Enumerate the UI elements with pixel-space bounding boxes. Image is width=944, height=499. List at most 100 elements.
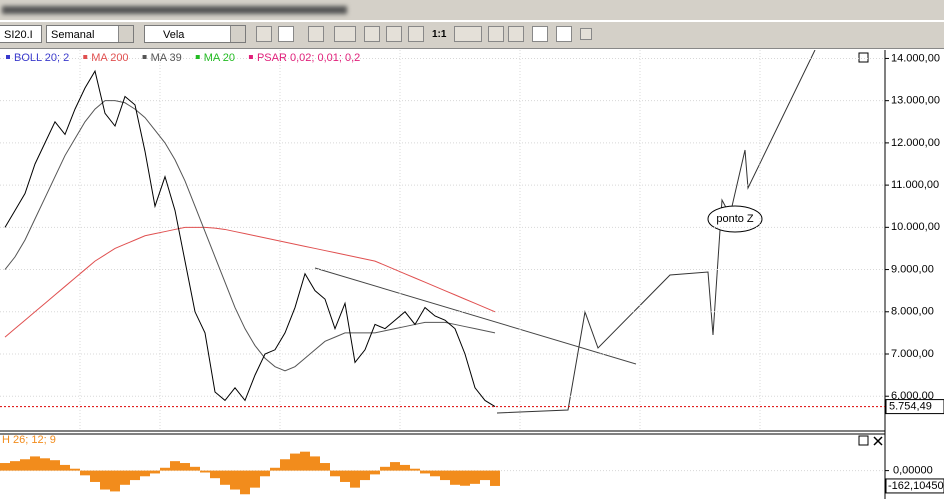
- value-label: -162,10450: [888, 480, 944, 492]
- histogram-bar: [420, 470, 430, 474]
- info-button[interactable]: [364, 26, 380, 42]
- chart: ponto Z 14.000,00 13.000,00 12.000,00 11.00…: [0, 50, 944, 499]
- histogram-bar: [360, 470, 370, 481]
- histogram-bar: [300, 451, 310, 471]
- legend-entry[interactable]: BOLL 20; 2: [14, 52, 69, 64]
- histogram-bar: [150, 470, 160, 474]
- symbol-field[interactable]: SI20.I: [0, 25, 42, 43]
- close-button[interactable]: [873, 436, 883, 446]
- legend-swatch: [6, 55, 10, 59]
- y-tick-label: 0,00000: [893, 465, 933, 477]
- histogram-bar: [270, 467, 280, 471]
- value-label-box: [885, 478, 944, 494]
- histogram-bar: [170, 461, 180, 471]
- indicator-button[interactable]: [334, 26, 356, 42]
- histogram-bar: [400, 464, 410, 471]
- period-select[interactable]: Semanal: [46, 25, 134, 43]
- grid-button[interactable]: [308, 26, 324, 42]
- histogram-bar: [200, 470, 210, 473]
- eraser-button[interactable]: [488, 26, 504, 42]
- histogram-bar: [120, 470, 130, 485]
- trend-line: [314, 267, 637, 365]
- histogram-bar: [10, 461, 20, 471]
- zoom-in-button[interactable]: [408, 26, 424, 42]
- period: Semanal: [51, 29, 95, 41]
- magnet-button[interactable]: [556, 26, 572, 42]
- user-drawing: [496, 50, 816, 414]
- histogram-bar: [260, 470, 270, 477]
- legend-swatch: [142, 55, 147, 59]
- y-tick-label: 13.000,00: [891, 95, 940, 107]
- y-tick-label: 11.000,00: [891, 179, 939, 191]
- y-tick-label: 14.000,00: [891, 52, 940, 64]
- legend-swatch: [248, 55, 253, 59]
- maximize-button[interactable]: [858, 435, 869, 446]
- crosshair-button[interactable]: [278, 26, 294, 42]
- price-label-box: [885, 399, 944, 415]
- histogram-bar: [70, 468, 80, 471]
- histogram-bar: [350, 470, 360, 488]
- histogram-bar: [210, 470, 220, 479]
- histogram-bar: [0, 463, 10, 471]
- dropdown-button[interactable]: [230, 26, 245, 42]
- dropdown-button[interactable]: [118, 26, 133, 42]
- histogram-bar: [100, 470, 110, 490]
- histogram-bar: [430, 470, 440, 477]
- histogram-bar: [240, 470, 250, 495]
- axis-panel: [885, 50, 944, 499]
- cursor-button[interactable]: [256, 26, 272, 42]
- histogram-bar: [380, 466, 390, 471]
- legend-entry[interactable]: MA 20: [204, 52, 235, 64]
- histogram-bar: [80, 470, 90, 476]
- indicator-title: H 26; 12; 9: [2, 434, 56, 446]
- maximize-button[interactable]: [858, 52, 869, 63]
- y-tick-label: 9.000,00: [891, 263, 934, 275]
- histogram-bar: [40, 458, 50, 471]
- histogram-bar: [50, 460, 60, 471]
- histogram-bar: [230, 470, 240, 490]
- y-tick-label: 10.000,00: [891, 221, 940, 233]
- histogram-bar: [160, 467, 170, 471]
- histogram-bar: [220, 470, 230, 485]
- y-tick-label: 7.000,00: [891, 348, 934, 360]
- histogram-bar: [470, 470, 480, 484]
- histogram-bar: [320, 463, 330, 471]
- legend-swatch: [83, 55, 88, 59]
- ma-line: [4, 100, 496, 372]
- price-line: [4, 69, 496, 408]
- histogram-bar: [60, 464, 70, 471]
- histogram-bar: [250, 470, 260, 488]
- annotation-text: ponto Z: [716, 213, 754, 225]
- histogram-bar: [310, 456, 320, 471]
- histogram-bar: [30, 456, 40, 471]
- histogram-bar: [340, 470, 350, 482]
- legend-entry[interactable]: MA 39: [151, 52, 182, 64]
- histogram-bar: [390, 462, 400, 471]
- blurred-title: [2, 6, 347, 14]
- toolbar: SI20.I Semanal Vela 1:1: [0, 22, 944, 49]
- zoom-ratio[interactable]: 1:1: [432, 29, 447, 40]
- scale-button[interactable]: [532, 26, 548, 42]
- histogram-bar: [290, 453, 300, 471]
- title-bar: [0, 0, 944, 20]
- line-tool[interactable]: [454, 26, 482, 42]
- price-label: 5.754,49: [889, 400, 932, 412]
- help-button[interactable]: [580, 28, 592, 40]
- histogram-bar: [330, 470, 340, 477]
- histogram-bar: [410, 468, 420, 471]
- legend-entry[interactable]: MA 200: [91, 52, 128, 64]
- histogram-bar: [20, 459, 30, 471]
- histogram-bar: [450, 470, 460, 485]
- zoom-button[interactable]: [386, 26, 402, 42]
- shape-button[interactable]: [508, 26, 524, 42]
- histogram-bar: [280, 459, 290, 471]
- legend-entry[interactable]: PSAR 0,02; 0,01; 0,2: [257, 52, 360, 64]
- y-tick-label: 12.000,00: [891, 137, 940, 149]
- style-select[interactable]: Vela: [144, 25, 246, 43]
- histogram-bar: [460, 470, 470, 486]
- histogram-bar: [370, 470, 380, 475]
- histogram-bar: [490, 470, 500, 486]
- histogram-bar: [480, 470, 490, 481]
- histogram-bar: [130, 470, 140, 481]
